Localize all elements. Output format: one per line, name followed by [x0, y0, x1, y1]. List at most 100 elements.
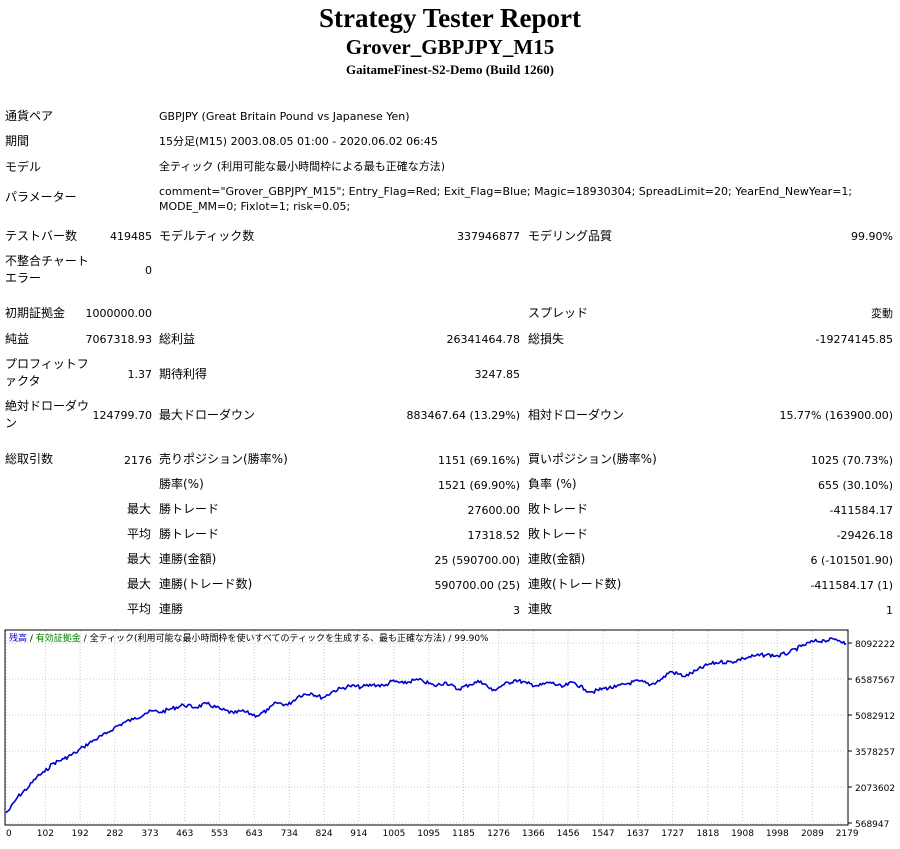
max-consec-profit-value: 590700.00 (25) [434, 579, 520, 592]
y-tick-label: 2073602 [855, 784, 895, 794]
x-tick-label: 1005 [383, 829, 406, 839]
params-label: パラメーター [5, 190, 77, 204]
legend-quality: 99.90% [454, 634, 489, 644]
avg-win-label: 勝トレード [159, 527, 220, 541]
long-value: 1025 (70.73%) [810, 454, 893, 467]
short-value: 1151 (69.16%) [437, 454, 520, 467]
net-value: 7067318.93 [85, 333, 152, 346]
rel-dd-label: 相対ドローダウン [528, 408, 625, 422]
x-tick-labels: 0 102 192 282 373 463 553 643 734 824 914 1005 1095 1… [6, 829, 859, 839]
total-trades-value: 2176 [124, 454, 152, 467]
loss-pct-label: 負率 (%) [528, 477, 577, 491]
x-tick-label: 1276 [487, 829, 510, 839]
avg-consec-label: 平均 [127, 602, 152, 616]
chart-series [5, 637, 847, 814]
gross-loss-label: 総損失 [528, 332, 565, 346]
x-tick-label: 1456 [557, 829, 580, 839]
report-title: Strategy Tester Report [319, 3, 581, 33]
x-tick-label: 1908 [731, 829, 754, 839]
total-trades-label: 総取引数 [5, 452, 54, 466]
max-consec-profit-label: 連勝(トレード数) [159, 577, 253, 591]
avg-loss-label: 敗トレード [528, 527, 589, 541]
pf-label: プロフィットファクタ [5, 357, 89, 388]
period-label: 期間 [5, 134, 30, 148]
expected-value: 3247.85 [474, 368, 521, 381]
balance-line [5, 637, 847, 814]
x-tick-label: 463 [176, 829, 193, 839]
x-tick-label: 1818 [696, 829, 719, 839]
x-tick-label: 282 [106, 829, 123, 839]
model-label: モデル [5, 160, 42, 174]
largest-win-label: 勝トレード [159, 502, 220, 516]
x-tick-label: 1547 [592, 829, 615, 839]
largest-loss-label: 敗トレード [528, 502, 589, 516]
avg-consec-wins-label: 連勝 [159, 602, 184, 616]
average-label: 平均 [127, 527, 152, 541]
win-pct-value: 1521 (69.90%) [437, 479, 520, 492]
symbol-label: 通貨ペア [5, 109, 54, 123]
quality-label: モデリング品質 [528, 229, 613, 243]
y-tick-label: 3578257 [855, 748, 895, 758]
ticks-label: モデルティック数 [159, 229, 255, 243]
deposit-value: 1000000.00 [85, 307, 152, 320]
model-value: 全ティック (利用可能な最小時間枠による最も正確な方法) [159, 160, 446, 173]
max-consec-losses-label: 連敗(金額) [528, 552, 586, 566]
max-consec-loss-value: -411584.17 (1) [810, 579, 893, 592]
max-consec-loss-label: 連敗(トレード数) [528, 577, 622, 591]
server-name: GaitameFinest-S2-Demo (Build 1260) [346, 62, 554, 77]
max-consec-wins-value: 25 (590700.00) [434, 554, 520, 567]
y-tick-label: 8092222 [855, 640, 895, 650]
loss-pct-value: 655 (30.10%) [817, 479, 893, 492]
x-tick-label: 192 [72, 829, 89, 839]
bars-label: テストバー数 [5, 229, 78, 243]
mismatch-value: 0 [145, 264, 152, 277]
quality-value: 99.90% [851, 230, 893, 243]
x-tick-label: 1366 [522, 829, 545, 839]
ticks-value: 337946877 [457, 230, 520, 243]
largest-label: 最大 [127, 502, 152, 516]
expected-label: 期待利得 [159, 367, 208, 381]
spread-label: スプレッド [528, 306, 589, 320]
x-tick-label: 734 [281, 829, 298, 839]
net-label: 純益 [5, 332, 30, 346]
gross-loss-value: -19274145.85 [815, 333, 893, 346]
gross-profit-label: 総利益 [159, 332, 196, 346]
x-tick-label: 824 [315, 829, 332, 839]
symbol-value: GBPJPY (Great Britain Pound vs Japanese … [159, 110, 410, 123]
max-consec-wins-label: 連勝(金額) [159, 552, 217, 566]
maximal-label: 最大 [127, 577, 152, 591]
x-tick-label: 914 [350, 829, 367, 839]
x-tick-label: 1095 [417, 829, 440, 839]
avg-loss-value: -29426.18 [836, 529, 893, 542]
largest-loss-value: -411584.17 [829, 504, 893, 517]
y-tick-label: 568947 [855, 820, 889, 830]
params-line-2: MODE_MM=0; Fixlot=1; risk=0.05; [159, 200, 351, 213]
legend: 残高 / 有効証拠金 / 全ティック(利用可能な最小時間枠を使いすべてのティック… [9, 632, 489, 644]
params-line-1: comment="Grover_GBPJPY_M15"; Entry_Flag=… [159, 185, 853, 198]
x-tick-label: 1637 [626, 829, 649, 839]
avg-consec-losses-value: 1 [886, 604, 893, 617]
max-dd-label: 最大ドローダウン [159, 408, 256, 422]
chart-frame [4, 629, 849, 826]
gross-profit-value: 26341464.78 [446, 333, 520, 346]
x-tick-label: 1998 [766, 829, 789, 839]
mismatch-label: 不整合チャートエラー [5, 254, 89, 285]
chart-grid [5, 631, 848, 824]
x-tick-label: 373 [141, 829, 158, 839]
x-tick-label: 1185 [452, 829, 475, 839]
x-tick-label: 0 [6, 829, 12, 839]
abs-dd-label: 絶対ドローダウン [5, 399, 90, 430]
x-tick-label: 643 [246, 829, 263, 839]
max-consec-losses-value: 6 (-101501.90) [810, 554, 893, 567]
legend-balance: 残高 [9, 632, 27, 644]
abs-dd-value: 124799.70 [92, 409, 153, 422]
x-tick-label: 1727 [661, 829, 684, 839]
avg-consec-wins-value: 3 [513, 604, 520, 617]
legend-equity: 有効証拠金 [36, 632, 81, 644]
balance-chart: 0 102 192 282 373 463 553 643 734 824 914 1005 1095 1… [4, 629, 895, 839]
legend-sep-3: / [446, 634, 455, 644]
deposit-label: 初期証拠金 [5, 306, 66, 320]
period-value: 15分足(M15) 2003.08.05 01:00 - 2020.06.02 … [159, 135, 438, 148]
expert-name: Grover_GBPJPY_M15 [345, 35, 555, 59]
avg-win-value: 17318.52 [467, 529, 521, 542]
